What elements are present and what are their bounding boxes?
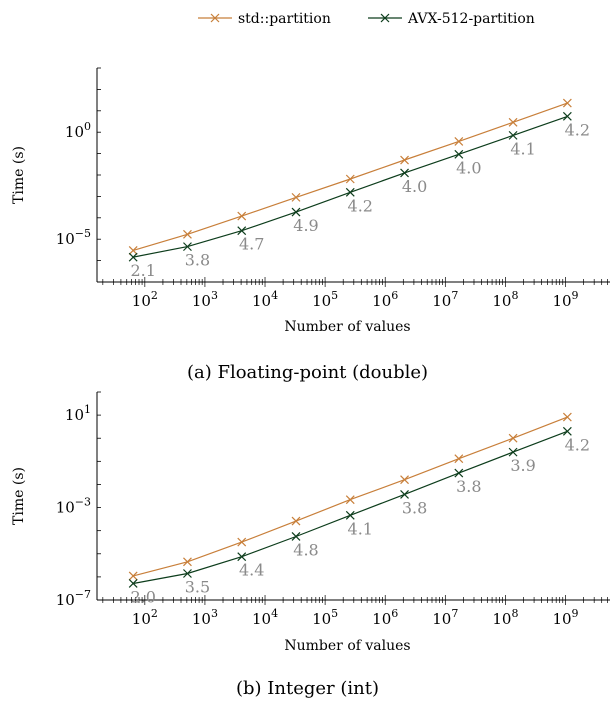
speedup-annotation: 4.2 (348, 196, 373, 215)
data-point-marker-icon (183, 569, 192, 578)
speedup-annotation: 2.0 (130, 587, 155, 606)
series-line (133, 115, 568, 258)
data-point-marker-icon (291, 516, 301, 526)
data-point-marker-icon (237, 537, 247, 547)
speedup-annotation: 4.0 (402, 177, 427, 196)
speedup-annotation: 4.0 (456, 158, 481, 177)
data-point-marker-icon (562, 111, 572, 121)
data-point-marker-icon (237, 226, 247, 236)
y-tick-label: 100 (65, 120, 91, 141)
speedup-annotation: 4.2 (565, 435, 590, 454)
data-point-marker-icon (128, 245, 138, 255)
x-tick-label: 103 (192, 607, 218, 628)
data-point-marker-icon (291, 192, 301, 202)
data-point-marker-icon (508, 130, 518, 140)
data-point-marker-icon (183, 242, 192, 252)
legend-entry-label: AVX-512-partition (407, 11, 535, 27)
y-axis-label: Time (s) (11, 467, 27, 525)
data-point-marker-icon (237, 211, 247, 221)
y-tick-label: 101 (65, 403, 91, 424)
data-point-marker-icon (183, 229, 192, 239)
data-point-marker-icon (128, 252, 138, 262)
x-tick-label: 105 (312, 289, 338, 310)
data-point-marker-icon (345, 495, 355, 505)
speedup-annotation: 3.8 (185, 251, 210, 270)
x-tick-label: 107 (432, 289, 458, 310)
data-point-marker-icon (345, 510, 355, 520)
x-tick-label: 106 (372, 289, 398, 310)
x-tick-label: 108 (492, 607, 518, 628)
data-point-marker-icon (454, 454, 464, 464)
x-tick-label: 104 (252, 289, 278, 310)
x-tick-label: 102 (132, 289, 158, 310)
speedup-annotation: 3.9 (510, 456, 535, 475)
series-line (133, 430, 568, 585)
legend-marker-icon (380, 13, 390, 23)
data-point-marker-icon (128, 571, 138, 581)
data-point-marker-icon (291, 532, 301, 541)
data-point-marker-icon (508, 117, 518, 127)
y-tick-label: 10−7 (56, 588, 91, 609)
data-point-marker-icon (562, 98, 572, 108)
speedup-annotation: 4.1 (348, 519, 373, 538)
x-tick-label: 105 (312, 607, 338, 628)
legend-entry-label: std::partition (238, 11, 331, 27)
speedup-annotation: 3.8 (402, 498, 427, 517)
data-point-marker-icon (400, 155, 409, 165)
chart-panel: 102 103 104 105 106 107 108 109 10−7 10−3 101 Numbe… (11, 391, 610, 699)
x-tick-label: 109 (552, 607, 578, 628)
data-point-marker-icon (508, 447, 518, 457)
y-tick-label: 10−3 (56, 496, 91, 517)
data-point-marker-icon (183, 557, 192, 567)
figure-caption: (a) Floating-point (double) (187, 362, 428, 383)
data-point-marker-icon (400, 489, 409, 499)
legend: std::partition AVX-512-partition (198, 11, 535, 27)
data-point-marker-icon (237, 552, 247, 562)
x-tick-label: 106 (372, 607, 398, 628)
x-tick-label: 108 (492, 289, 518, 310)
data-point-marker-icon (291, 207, 301, 217)
y-axis-label: Time (s) (11, 146, 27, 204)
data-point-marker-icon (454, 468, 464, 478)
legend-marker-icon (210, 13, 220, 23)
data-point-marker-icon (562, 426, 572, 436)
data-point-marker-icon (400, 168, 409, 178)
data-point-marker-icon (345, 174, 355, 184)
x-axis-label: Number of values (284, 638, 410, 654)
speedup-annotation: 4.9 (293, 216, 318, 235)
speedup-annotation: 2.1 (130, 261, 155, 280)
y-tick-label: 10−5 (56, 227, 91, 248)
series-line (133, 416, 568, 577)
figure-caption: (b) Integer (int) (236, 678, 379, 699)
speedup-annotation: 4.1 (510, 139, 535, 158)
speedup-annotation: 3.5 (185, 578, 210, 597)
speedup-annotation: 4.8 (293, 540, 318, 559)
x-tick-label: 104 (252, 607, 278, 628)
speedup-annotation: 4.7 (239, 235, 264, 254)
speedup-annotation: 4.2 (565, 120, 590, 139)
speedup-annotation: 3.8 (456, 477, 481, 496)
data-point-marker-icon (562, 412, 572, 422)
x-tick-label: 107 (432, 607, 458, 628)
data-point-marker-icon (400, 475, 409, 485)
data-point-marker-icon (345, 187, 355, 197)
data-point-marker-icon (454, 137, 464, 146)
chart-panel: 102 103 104 105 106 107 108 109 10−5 100 Number of… (11, 67, 610, 383)
series-line (133, 102, 568, 251)
speedup-annotation: 4.4 (239, 561, 264, 580)
data-point-marker-icon (128, 579, 138, 588)
data-point-marker-icon (508, 433, 518, 443)
x-axis-label: Number of values (284, 319, 410, 335)
x-tick-label: 103 (192, 289, 218, 310)
x-tick-label: 102 (132, 607, 158, 628)
x-tick-label: 109 (552, 289, 578, 310)
data-point-marker-icon (454, 149, 464, 159)
